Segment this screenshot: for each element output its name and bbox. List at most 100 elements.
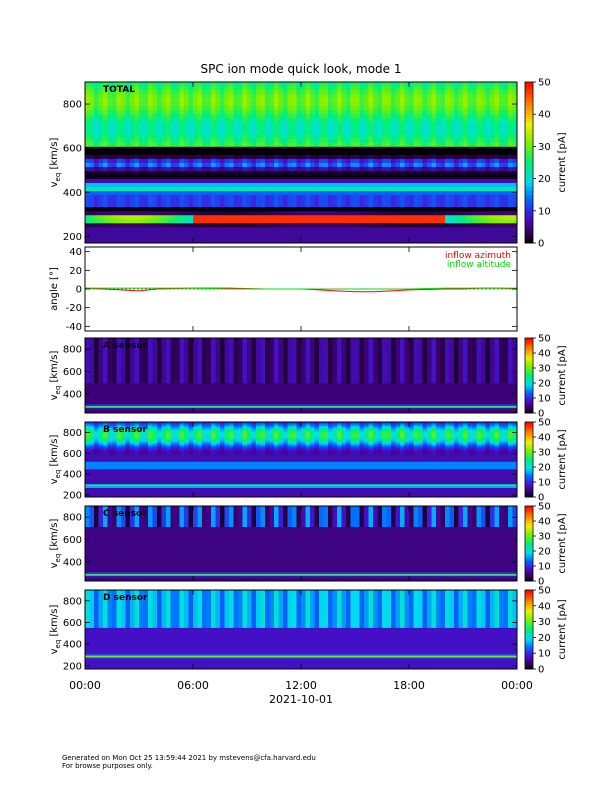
heatmap-cell [378,203,383,207]
colorbar-tick-label: 20 [538,174,551,185]
heatmap-cell [418,138,423,142]
heatmap-cell [175,114,180,118]
y-tick-label: 600 [63,144,82,155]
heatmap-cell [423,134,428,138]
heatmap-cell [441,110,446,114]
heatmap-cell [481,106,486,110]
heatmap-cell [306,191,311,195]
heatmap-cell [342,215,347,219]
heatmap-cell [297,158,302,162]
heatmap-cell [409,118,414,122]
heatmap-cell [180,106,185,110]
heatmap-cell [225,142,230,146]
heatmap-cell [400,134,405,138]
heatmap-cell [162,102,167,106]
heatmap-cell [414,219,419,223]
heatmap-cell [333,90,338,94]
heatmap-cell [346,227,351,231]
heatmap-cell [121,167,126,171]
heatmap-cell [459,175,464,179]
heatmap-cell [184,154,189,158]
heatmap-cell [472,163,477,167]
heatmap-cell [256,195,261,199]
heatmap-cell [211,142,216,146]
heatmap-cell [229,138,234,142]
colorbar-cell [525,82,533,86]
heatmap-cell [396,167,401,171]
heatmap-cell [117,126,122,130]
heatmap-cell [121,142,126,146]
heatmap-cell [414,150,419,154]
heatmap-cell [337,158,342,162]
heatmap-cell [468,187,473,191]
heatmap-cell [346,154,351,158]
heatmap-cell [148,223,153,227]
heatmap-cell [319,86,324,90]
heatmap-cell [310,146,315,150]
heatmap-cell [454,110,459,114]
heatmap-cell [225,130,230,134]
heatmap-cell [166,90,171,94]
heatmap-cell [400,191,405,195]
heatmap-cell [229,106,234,110]
heatmap-cell [477,175,482,179]
heatmap-cell [405,158,410,162]
heatmap-cell [373,134,378,138]
heatmap-cell [477,171,482,175]
heatmap-cell [486,98,491,102]
heatmap-cell [198,223,203,227]
heatmap-cell [472,223,477,227]
heatmap-cell [121,110,126,114]
heatmap-cell [369,158,374,162]
heatmap-cell [171,98,176,102]
heatmap-cell [432,163,437,167]
heatmap-cell [175,130,180,134]
heatmap-cell [405,207,410,211]
heatmap-cell [279,114,284,118]
heatmap-cell [229,90,234,94]
heatmap-cell [490,94,495,98]
heatmap-cell [139,118,144,122]
heatmap-cell [405,195,410,199]
heatmap-cell [171,227,176,231]
heatmap-cell [184,110,189,114]
heatmap-cell [108,130,113,134]
heatmap-cell [337,187,342,191]
heatmap-cell [441,215,446,219]
heatmap-cell [499,235,504,239]
heatmap-cell [355,227,360,231]
heatmap-cell [135,106,140,110]
heatmap-cell [373,203,378,207]
heatmap-cell [243,191,248,195]
heatmap-cell [162,207,167,211]
heatmap-cell [220,126,225,130]
heatmap-cell [333,195,338,199]
heatmap-cell [108,231,113,235]
heatmap-cell [189,187,194,191]
heatmap-cell [301,118,306,122]
heatmap-cell [193,134,198,138]
heatmap-cell [144,219,149,223]
heatmap-cell [261,227,266,231]
heatmap-cell [166,110,171,114]
heatmap-cell [355,146,360,150]
heatmap-cell [445,102,450,106]
colorbar-cell [525,158,533,162]
heatmap-cell [229,183,234,187]
heatmap-cell [423,106,428,110]
heatmap-cell [139,215,144,219]
heatmap-cell [117,235,122,239]
heatmap-cell [351,227,356,231]
heatmap-cell [175,126,180,130]
heatmap-cell [504,195,509,199]
heatmap-cell [450,227,455,231]
heatmap-cell [90,110,95,114]
heatmap-cell [229,211,234,215]
heatmap-cell [139,90,144,94]
heatmap-cell [432,199,437,203]
heatmap-cell [400,114,405,118]
heatmap-cell [342,106,347,110]
heatmap-cell [495,183,500,187]
heatmap-cell [166,187,171,191]
heatmap-cell [175,207,180,211]
